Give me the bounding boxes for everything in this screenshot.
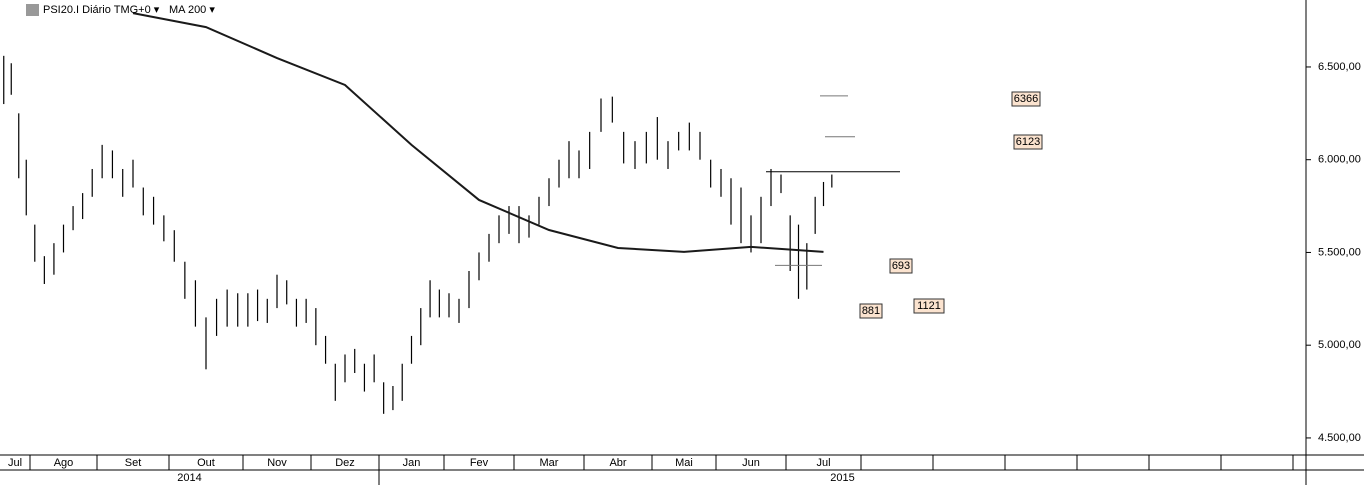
instrument-menu[interactable]: PSI20.I Diário TMG+0 ▾ [26, 3, 159, 17]
instrument-label: PSI20.I Diário TMG+0 [43, 4, 151, 16]
moving-average [132, 12, 824, 253]
x-tick-label: Mai [675, 457, 693, 469]
year-label: 2015 [830, 472, 854, 484]
annotation-label: 881 [862, 305, 880, 317]
year-label: 2014 [177, 472, 201, 484]
annotation-box [889, 258, 913, 274]
x-tick-label: Jul [816, 457, 830, 469]
annotation-box [913, 298, 945, 314]
annotation-label: 693 [892, 260, 910, 272]
x-tick-label: Abr [609, 457, 626, 469]
y-tick-label: 5.500,00 [1318, 246, 1361, 258]
x-tick-label: Set [125, 457, 142, 469]
y-tick-label: 6.000,00 [1318, 154, 1361, 166]
x-tick-label: Ago [54, 457, 74, 469]
x-tick-label: Dez [335, 457, 355, 469]
annotation-box [1011, 91, 1041, 107]
y-tick-label: 6.500,00 [1318, 61, 1361, 73]
indicator-label: MA 200 [169, 4, 207, 16]
instrument-icon [26, 4, 39, 17]
x-tick-label: Jun [742, 457, 760, 469]
x-tick-label: Out [197, 457, 215, 469]
y-tick-label: 4.500,00 [1318, 432, 1361, 444]
y-tick-label: 5.000,00 [1318, 339, 1361, 351]
annotation-label: 6123 [1016, 136, 1040, 148]
annotation-box [1013, 134, 1043, 150]
annotation-label: 6366 [1014, 93, 1038, 105]
x-tick-label: Fev [470, 457, 489, 469]
indicator-menu[interactable]: MA 200 ▾ [169, 4, 215, 16]
x-tick-label: Jul [8, 457, 22, 469]
x-tick-label: Nov [267, 457, 287, 469]
annotation-label: 1121 [917, 300, 941, 312]
annotation-box [859, 303, 883, 319]
x-tick-label: Mar [540, 457, 559, 469]
x-tick-label: Jan [403, 457, 421, 469]
